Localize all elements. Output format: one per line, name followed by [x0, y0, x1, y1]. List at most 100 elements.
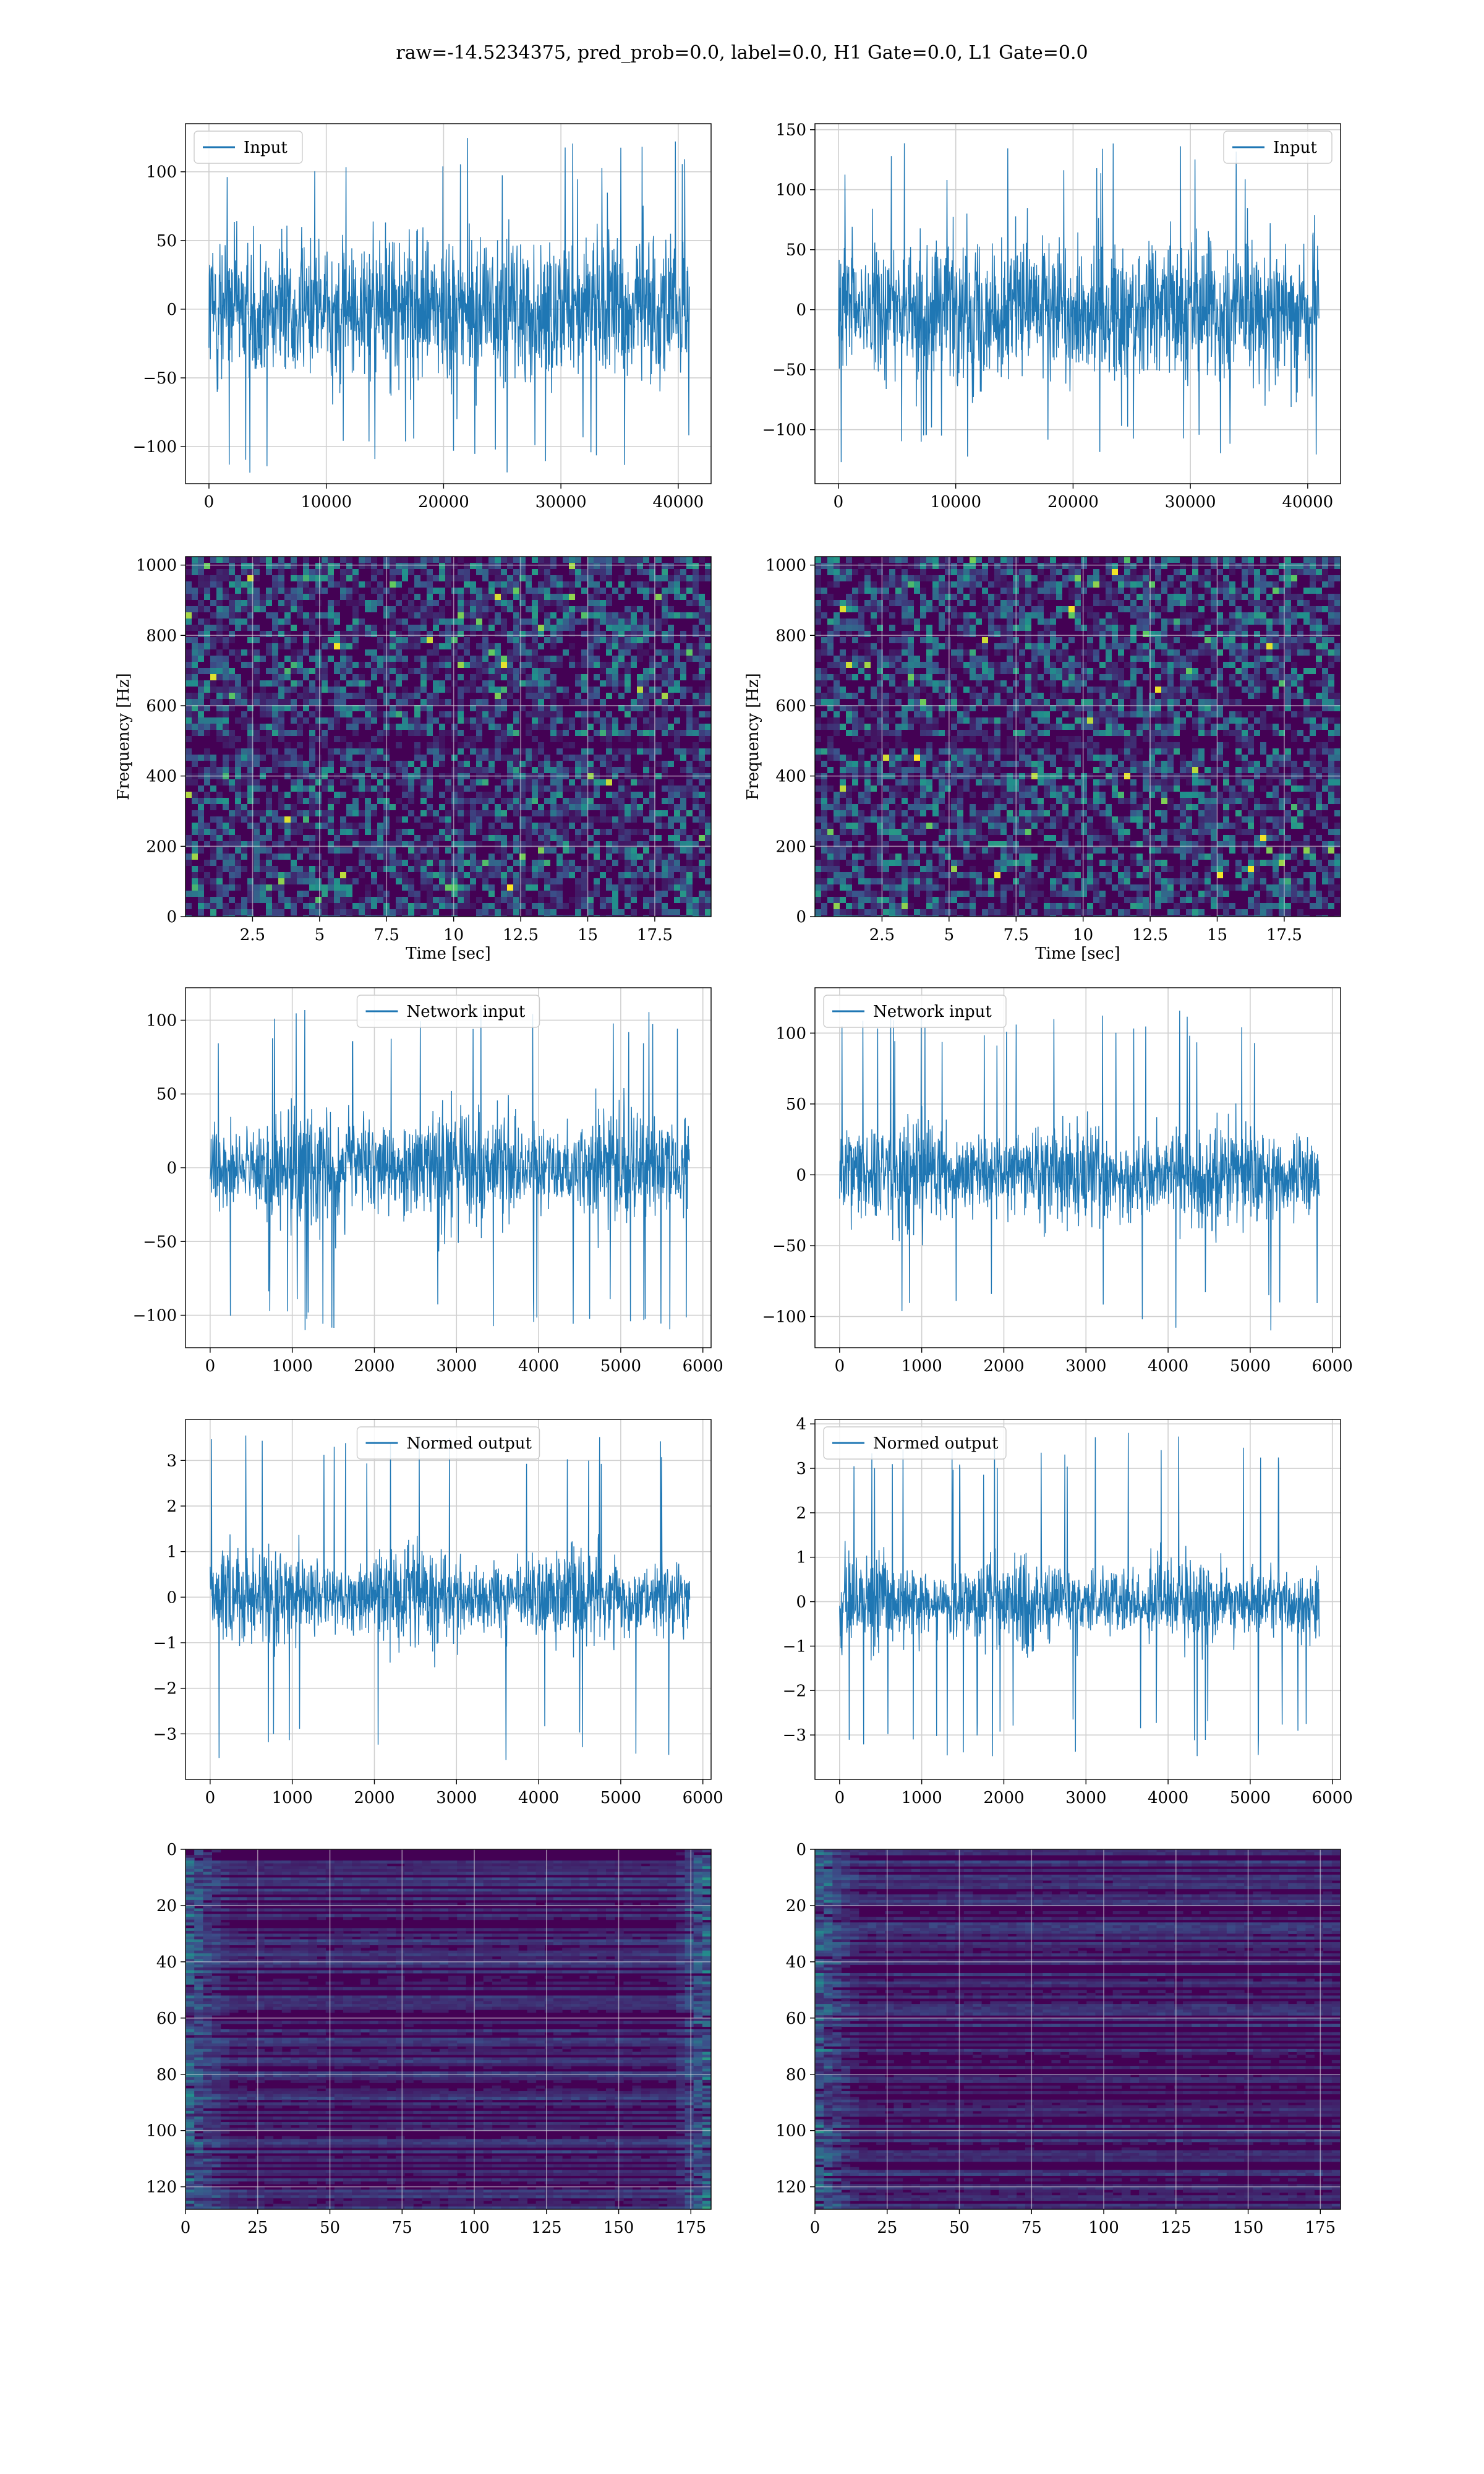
heat-cell — [618, 680, 625, 687]
heatmap-cells — [815, 557, 1341, 917]
heat-cell — [1007, 687, 1013, 693]
heat-cell — [926, 557, 932, 563]
heat-cell — [575, 810, 581, 816]
heat-cell — [241, 600, 247, 606]
heat-cell — [606, 761, 612, 767]
heat-cell — [476, 866, 482, 872]
heat-cell — [939, 680, 945, 687]
heat-cell — [254, 761, 260, 767]
heat-cell — [970, 687, 976, 693]
heat-cell — [278, 581, 284, 588]
heat-cell — [618, 909, 625, 915]
heat-cell — [210, 699, 216, 705]
heat-cell — [229, 785, 235, 792]
heat-cell — [513, 779, 519, 785]
heat-cell — [1106, 662, 1112, 668]
heat-cell — [1124, 711, 1130, 717]
heat-cell — [1303, 637, 1310, 643]
heat-cell — [1093, 618, 1099, 625]
heat-cell — [834, 656, 840, 662]
heat-cell — [482, 699, 488, 705]
heat-cell — [976, 693, 982, 699]
heat-cell — [488, 581, 495, 588]
heat-cell — [957, 717, 963, 724]
heat-cell — [550, 662, 556, 668]
heat-cell — [254, 785, 260, 792]
heat-cell — [680, 705, 686, 711]
heat-cell — [1248, 612, 1254, 618]
heat-cell — [309, 668, 315, 674]
heat-cell — [322, 569, 328, 575]
heat-cell — [303, 588, 309, 594]
heat-cell — [272, 816, 278, 823]
heat-cell — [637, 618, 643, 625]
heat-cell — [402, 785, 408, 792]
heat-cell — [377, 569, 383, 575]
heat-cell — [988, 662, 994, 668]
heat-cell — [507, 785, 513, 792]
heat-cell — [433, 618, 439, 625]
heat-cell — [482, 693, 488, 699]
heat-cell — [834, 687, 840, 693]
heat-cell — [420, 792, 427, 798]
heat-cell — [1167, 724, 1174, 730]
heat-cell — [1242, 631, 1248, 637]
heat-cell — [1075, 563, 1081, 569]
heat-cell — [272, 575, 278, 581]
heat-cell — [297, 792, 303, 798]
heat-cell — [414, 581, 420, 588]
heat-cell — [192, 872, 198, 878]
heat-cell — [439, 884, 445, 891]
heat-cell — [556, 761, 563, 767]
heat-cell — [297, 755, 303, 761]
heat-cell — [315, 631, 322, 637]
x-tick-label: 20000 — [1047, 493, 1099, 511]
heat-cell — [1285, 631, 1291, 637]
heat-cell — [445, 872, 451, 878]
heat-cell — [815, 631, 821, 637]
heat-cell — [1000, 581, 1007, 588]
heat-cell — [359, 581, 365, 588]
heat-cell — [445, 637, 451, 643]
heat-cell — [662, 909, 668, 915]
heat-cell — [988, 668, 994, 674]
heat-cell — [334, 612, 340, 618]
heat-cell — [1143, 705, 1149, 711]
heat-cell — [655, 748, 662, 755]
heat-cell — [1260, 618, 1266, 625]
heat-cell — [278, 631, 284, 637]
series-line — [208, 138, 690, 473]
heat-cell — [926, 606, 932, 612]
heat-cell — [883, 699, 889, 705]
heat-cell — [1303, 600, 1310, 606]
heat-cell — [668, 649, 674, 656]
heat-cell — [402, 687, 408, 693]
heat-cell — [445, 835, 451, 841]
heat-cell — [204, 618, 210, 625]
heat-cell — [699, 736, 705, 742]
heat-cell — [631, 915, 637, 917]
heat-cell — [612, 884, 618, 891]
heat-cell — [309, 680, 315, 687]
heat-cell — [1211, 557, 1217, 563]
heat-cell — [284, 699, 291, 705]
heat-cell — [266, 872, 272, 878]
heat-cell — [1099, 631, 1106, 637]
heat-cell — [544, 785, 550, 792]
heat-cell — [693, 866, 699, 872]
heat-cell — [563, 693, 569, 699]
heat-cell — [957, 711, 963, 717]
heat-cell — [1205, 649, 1211, 656]
heat-cell — [1118, 705, 1124, 711]
heat-cell — [587, 693, 594, 699]
heat-cell — [1174, 575, 1180, 581]
heat-cell — [643, 854, 649, 860]
heat-cell — [186, 891, 192, 897]
heat-cell — [871, 724, 877, 730]
heat-cell — [1068, 588, 1075, 594]
heat-cell — [1248, 588, 1254, 594]
heat-cell — [433, 761, 439, 767]
heat-cell — [976, 674, 982, 680]
heat-cell — [526, 711, 532, 717]
heat-cell — [1000, 717, 1007, 724]
